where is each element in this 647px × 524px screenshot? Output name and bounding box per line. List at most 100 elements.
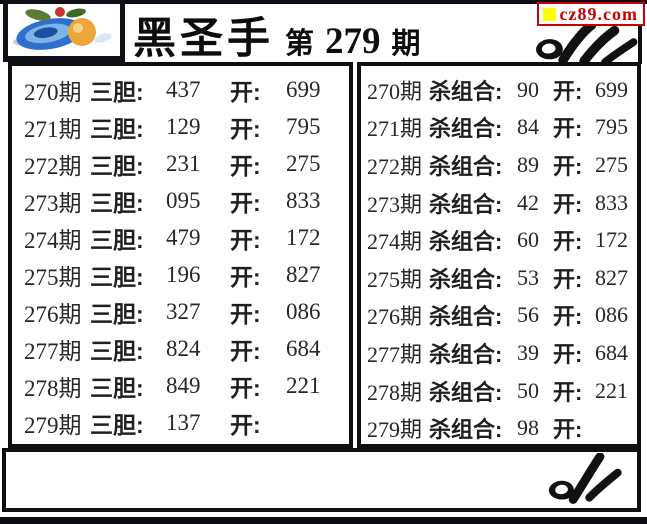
- open-result: 795: [595, 114, 628, 140]
- open-label: 开:: [553, 379, 583, 405]
- table-row: 277期 杀组合: 39 开: 684: [361, 334, 637, 372]
- bottom-border-strip: [0, 517, 647, 524]
- pick-value: 56: [517, 302, 539, 328]
- pick-label: 三胆:: [90, 78, 144, 105]
- pick-label: 三胆:: [90, 115, 144, 142]
- table-row: 277期 三胆: 824 开: 684: [12, 330, 349, 367]
- open-result: 699: [286, 76, 321, 102]
- table-row: 271期 三胆: 129 开: 795: [12, 108, 349, 145]
- pick-value: 479: [166, 224, 201, 250]
- table-row: 270期 三胆: 437 开: 699: [12, 71, 349, 108]
- pick-label: 杀组合:: [429, 116, 503, 142]
- issue-cell: 275期: [367, 266, 423, 292]
- pick-label: 三胆:: [90, 374, 144, 401]
- header-right-border: [638, 20, 642, 64]
- handwritten-ok-mark-bottom: [548, 453, 622, 504]
- title-main: 黑圣手: [133, 15, 274, 63]
- table-row: 278期 杀组合: 50 开: 221: [361, 372, 637, 410]
- pick-label: 杀组合:: [429, 191, 503, 217]
- open-label: 开:: [230, 300, 261, 327]
- pick-label: 杀组合:: [429, 379, 503, 405]
- issue-cell: 276期: [367, 304, 423, 330]
- pick-label: 三胆:: [90, 411, 144, 438]
- issue-cell: 270期: [367, 78, 423, 104]
- open-result: 275: [595, 151, 628, 177]
- pick-label: 杀组合:: [429, 266, 503, 292]
- pick-value: 849: [166, 372, 201, 398]
- pick-label: 三胆:: [90, 189, 144, 216]
- pick-label: 三胆:: [90, 226, 144, 253]
- open-label: 开:: [230, 263, 261, 290]
- issue-cell: 277期: [367, 341, 423, 367]
- table-row: 276期 杀组合: 56 开: 086: [361, 297, 637, 335]
- pick-value: 39: [517, 339, 539, 365]
- three-pick-panel: 270期 三胆: 437 开: 699 271期 三胆: 129 开: 795 …: [8, 62, 353, 448]
- open-label: 开:: [553, 229, 583, 255]
- open-label: 开:: [553, 153, 583, 179]
- open-result: 684: [595, 339, 628, 365]
- pick-value: 42: [517, 189, 539, 215]
- table-row: 275期 杀组合: 53 开: 827: [361, 259, 637, 297]
- open-label: 开:: [230, 152, 261, 179]
- three-pick-rows: 270期 三胆: 437 开: 699 271期 三胆: 129 开: 795 …: [12, 66, 349, 441]
- pick-label: 三胆:: [90, 263, 144, 290]
- table-row: 274期 杀组合: 60 开: 172: [361, 221, 637, 259]
- issue-cell: 272期: [367, 153, 423, 179]
- open-result: 221: [286, 372, 321, 398]
- kill-combo-rows: 270期 杀组合: 90 开: 699 271期 杀组合: 84 开: 795 …: [361, 66, 637, 447]
- top-border-strip: [0, 0, 647, 4]
- issue-cell: 274期: [24, 227, 82, 253]
- open-label: 开:: [553, 191, 583, 217]
- issue-cell: 271期: [24, 116, 82, 142]
- pick-label: 三胆:: [90, 152, 144, 179]
- pick-value: 437: [166, 76, 201, 102]
- pick-label: 杀组合:: [429, 341, 503, 367]
- table-row: 270期 杀组合: 90 开: 699: [361, 71, 637, 109]
- site-badge-link[interactable]: cz89.com: [536, 2, 645, 26]
- pick-label: 杀组合:: [429, 153, 503, 179]
- logo-graphic: [8, 4, 120, 56]
- pick-value: 90: [517, 76, 539, 102]
- pick-value: 231: [166, 150, 201, 176]
- pick-label: 三胆:: [90, 300, 144, 327]
- issue-cell: 279期: [367, 417, 423, 443]
- open-result: 086: [595, 302, 628, 328]
- pick-value: 53: [517, 264, 539, 290]
- pick-value: 196: [166, 261, 201, 287]
- issue-cell: 279期: [24, 412, 82, 438]
- issue-cell: 275期: [24, 264, 82, 290]
- issue-number: 279: [325, 21, 381, 62]
- issue-cell: 273期: [24, 190, 82, 216]
- open-result: 833: [286, 187, 321, 213]
- pick-label: 杀组合:: [429, 78, 503, 104]
- open-label: 开:: [230, 115, 261, 142]
- table-row: 272期 杀组合: 89 开: 275: [361, 146, 637, 184]
- pick-value: 50: [517, 377, 539, 403]
- pick-value: 129: [166, 113, 201, 139]
- pick-label: 杀组合:: [429, 304, 503, 330]
- open-label: 开:: [553, 417, 583, 443]
- page-title: 黑圣手 第 279 期: [133, 4, 421, 66]
- issue-cell: 278期: [367, 379, 423, 405]
- footer-box: [2, 448, 641, 512]
- issue-cell: 272期: [24, 153, 82, 179]
- kill-combo-panel: 270期 杀组合: 90 开: 699 271期 杀组合: 84 开: 795 …: [357, 62, 641, 448]
- open-label: 开:: [553, 78, 583, 104]
- pick-value: 824: [166, 335, 201, 361]
- pick-value: 60: [517, 227, 539, 253]
- open-result: 827: [286, 261, 321, 287]
- pick-value: 137: [166, 409, 201, 435]
- open-label: 开:: [230, 374, 261, 401]
- pick-value: 98: [517, 415, 539, 441]
- issue-suffix: 期: [391, 28, 421, 60]
- open-result: 699: [595, 76, 628, 102]
- pick-label: 三胆:: [90, 337, 144, 364]
- table-row: 275期 三胆: 196 开: 827: [12, 256, 349, 293]
- pick-label: 杀组合:: [429, 417, 503, 443]
- open-label: 开:: [230, 78, 261, 105]
- issue-cell: 273期: [367, 191, 423, 217]
- lottery-3d-ball-logo: [3, 0, 125, 62]
- issue-cell: 276期: [24, 301, 82, 327]
- pick-label: 杀组合:: [429, 229, 503, 255]
